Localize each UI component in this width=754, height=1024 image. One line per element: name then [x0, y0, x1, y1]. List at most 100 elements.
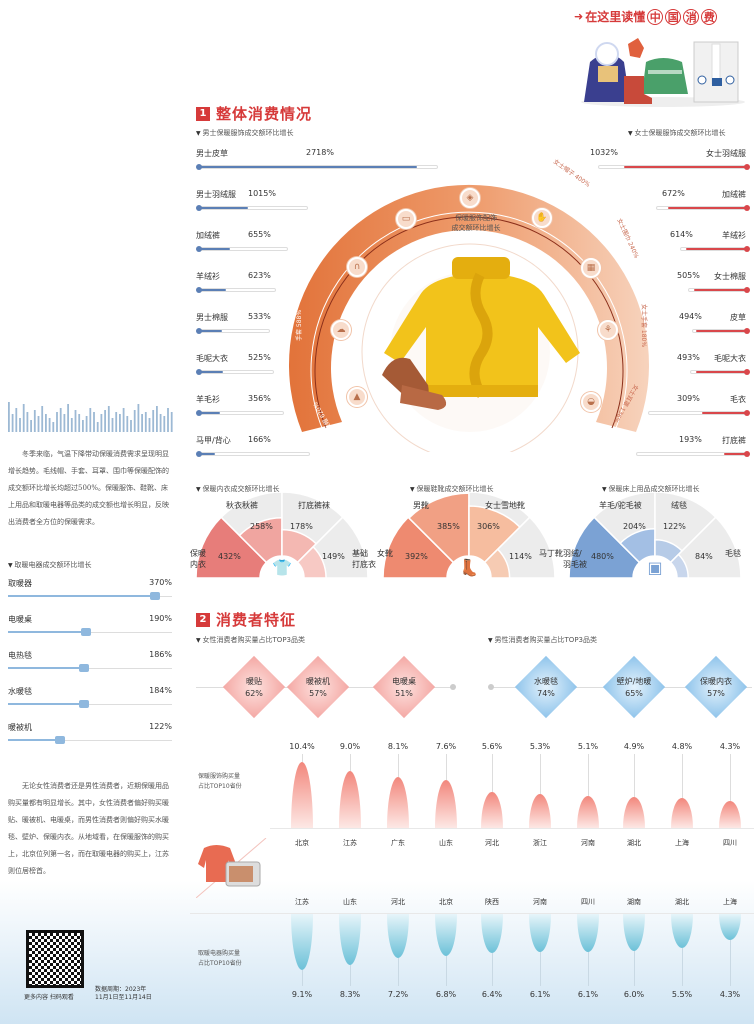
ring-center-title: 保暖服饰配饰 成交额环比增长 — [436, 213, 516, 233]
province-value: 5.1% — [574, 742, 602, 751]
province-name: 河北 — [384, 897, 412, 907]
bar-fill — [199, 207, 248, 209]
leader-line — [682, 754, 683, 798]
top3-item: 电暖桌51% — [372, 676, 436, 700]
segment-value: 432% — [218, 552, 241, 561]
segment-value: 306% — [477, 522, 500, 531]
top3-item: 保暖内衣57% — [684, 676, 748, 700]
province-value: 6.4% — [478, 990, 506, 999]
heater-fill — [8, 703, 79, 705]
bar-fill — [668, 207, 748, 209]
bar-fill — [624, 166, 748, 168]
line-end-dot — [450, 684, 456, 690]
top3-label: 暖被机 — [286, 676, 350, 688]
heater-value: 122% — [149, 722, 172, 731]
bar-fill — [694, 289, 748, 291]
province-name: 四川 — [574, 897, 602, 907]
top3-item: 暖被机57% — [286, 676, 350, 700]
heater-baseline — [190, 913, 754, 914]
leader-line — [446, 956, 447, 986]
apparel-peak — [623, 797, 645, 828]
heater-drop — [529, 914, 551, 952]
province-value: 6.1% — [574, 990, 602, 999]
heater-drop — [291, 914, 313, 970]
bar-dot — [196, 246, 202, 252]
leader-line — [588, 754, 589, 796]
bar-fill — [696, 330, 748, 332]
apparel-peak — [719, 801, 741, 828]
bar-label: 加绒裤 — [196, 230, 220, 241]
province-name: 湖南 — [620, 897, 648, 907]
segment-label: 毛毯 — [725, 548, 741, 559]
bar-fill — [199, 289, 226, 291]
bar-dot — [744, 164, 750, 170]
section2-header: 2 消费者特征 — [196, 609, 296, 630]
bar-dot — [744, 205, 750, 211]
segment-value: 204% — [623, 522, 646, 531]
leader-line — [446, 754, 447, 780]
segment-value: 385% — [437, 522, 460, 531]
bar-value: 614% — [670, 230, 693, 239]
province-value: 6.0% — [620, 990, 648, 999]
segment-value: 258% — [250, 522, 273, 531]
segment-value: 122% — [663, 522, 686, 531]
top3-item: 暖贴62% — [222, 676, 286, 700]
heater-fill — [8, 595, 150, 597]
women-top3-subtitle: 女性消费者购买量占比TOP3品类 — [196, 635, 305, 645]
province-value: 7.6% — [432, 742, 460, 751]
heater-label: 电热毯 — [8, 650, 32, 661]
leader-line — [398, 754, 399, 777]
top3-value: 62% — [222, 688, 286, 700]
plug-icon — [79, 700, 89, 708]
bar-dot — [196, 287, 202, 293]
infographic: ➜ 在这里读懂 中 国 消 费 1 整体消费情况 男士保暖服饰成交额环比增长 — [0, 0, 754, 1024]
qr-caption: 更多内容 扫码观看 — [24, 992, 74, 1001]
bar-dot — [744, 246, 750, 252]
banner-title: ➜ 在这里读懂 中 国 消 费 — [574, 8, 717, 25]
heater-drop — [719, 914, 741, 940]
province-value: 9.0% — [336, 742, 364, 751]
top3-item: 壁炉/地暖65% — [602, 676, 666, 700]
province-value: 4.9% — [620, 742, 648, 751]
ring-label: 男士围巾 457% — [458, 148, 501, 155]
segment-value: 84% — [695, 552, 713, 561]
line-start-dot — [488, 684, 494, 690]
apparel-peak — [529, 794, 551, 828]
bar-dot — [744, 451, 750, 457]
bar-value: 525% — [248, 353, 271, 362]
bar-fill — [199, 248, 230, 250]
segment-label: 马丁靴 — [539, 548, 563, 559]
bar-value: 494% — [679, 312, 702, 321]
heater-drop — [387, 914, 409, 958]
leader-line — [350, 965, 351, 986]
leader-line — [492, 754, 493, 792]
heater-value: 186% — [149, 650, 172, 659]
segment-label: 打底裤袜 — [298, 500, 330, 511]
qr-code[interactable] — [26, 930, 84, 988]
bar-dot — [196, 164, 202, 170]
province-value: 7.2% — [384, 990, 412, 999]
province-value: 6.1% — [526, 990, 554, 999]
bar-dot — [744, 328, 750, 334]
heater-value: 184% — [149, 686, 172, 695]
province-name: 山东 — [432, 838, 460, 848]
ring-label: 手套 588% — [296, 310, 303, 341]
segment-value: 480% — [591, 552, 614, 561]
province-name: 上海 — [668, 838, 696, 848]
segment-value: 114% — [509, 552, 532, 561]
bar-label: 打底裤 — [722, 435, 746, 446]
segment-label: 男靴 — [413, 500, 429, 511]
heater-label: 暖被机 — [8, 722, 32, 733]
section1-header: 1 整体消费情况 — [196, 103, 312, 124]
bar-label: 加绒裤 — [722, 189, 746, 200]
province-value: 5.3% — [526, 742, 554, 751]
leader-line — [398, 958, 399, 986]
bar-fill — [199, 412, 220, 414]
bar-fill — [686, 248, 748, 250]
apparel-peak — [291, 762, 313, 828]
section2-title: 消费者特征 — [216, 609, 296, 630]
leader-line — [540, 754, 541, 794]
plug-icon — [55, 736, 65, 744]
segment-label: 绒毯 — [671, 500, 687, 511]
top3-label: 水暖毯 — [514, 676, 578, 688]
